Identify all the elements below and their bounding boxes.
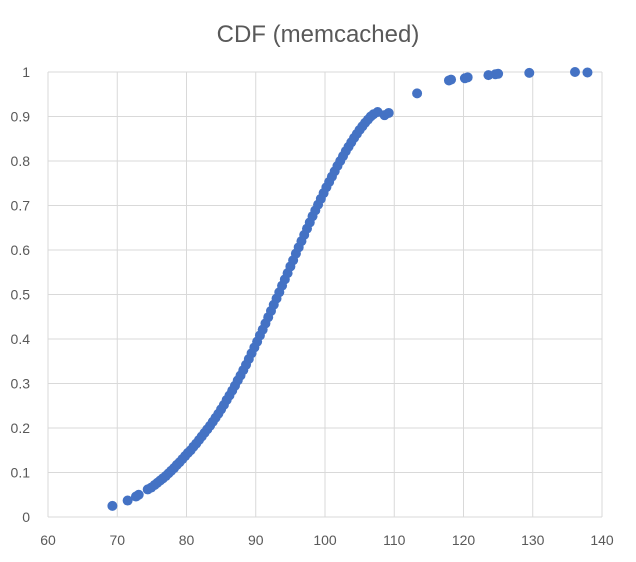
y-tick-label: 0.6 bbox=[11, 242, 31, 258]
y-tick-label: 0.8 bbox=[11, 153, 31, 169]
y-tick-label: 0.1 bbox=[11, 465, 31, 481]
chart-title: CDF (memcached) bbox=[217, 21, 420, 48]
data-point bbox=[524, 67, 535, 78]
data-point bbox=[493, 68, 504, 79]
x-axis-tick-labels: 60 70 80 90 100 110 120 130 140 bbox=[40, 532, 614, 548]
y-tick-label: 0.5 bbox=[11, 287, 31, 303]
y-tick-label: 0.2 bbox=[11, 420, 31, 436]
data-point bbox=[462, 72, 473, 83]
x-tick-label: 110 bbox=[383, 532, 406, 548]
data-point bbox=[133, 489, 144, 500]
y-tick-label: 1 bbox=[22, 64, 30, 80]
y-tick-label: 0.7 bbox=[11, 198, 31, 214]
x-tick-label: 120 bbox=[452, 532, 476, 548]
data-point bbox=[569, 67, 580, 77]
y-gridlines bbox=[48, 71, 602, 518]
data-point bbox=[107, 500, 118, 511]
x-tick-label: 60 bbox=[40, 532, 56, 548]
data-points bbox=[107, 67, 593, 511]
x-tick-label: 140 bbox=[590, 532, 614, 548]
x-tick-label: 90 bbox=[248, 532, 264, 548]
data-point bbox=[383, 107, 394, 118]
x-tick-label: 80 bbox=[179, 532, 195, 548]
y-tick-label: 0.9 bbox=[11, 109, 31, 125]
y-tick-label: 0.3 bbox=[11, 376, 31, 392]
y-tick-label: 0 bbox=[22, 509, 30, 525]
x-tick-label: 100 bbox=[313, 532, 337, 548]
y-tick-label: 0.4 bbox=[11, 331, 31, 347]
x-tick-label: 70 bbox=[109, 532, 125, 548]
data-point bbox=[412, 88, 423, 99]
y-axis-tick-labels: 0 0.1 0.2 0.3 0.4 0.5 0.6 0.7 0.8 0.9 1 bbox=[11, 64, 31, 525]
data-point bbox=[446, 74, 457, 85]
data-point bbox=[582, 67, 593, 78]
data-point bbox=[122, 495, 133, 506]
x-tick-label: 130 bbox=[521, 532, 545, 548]
